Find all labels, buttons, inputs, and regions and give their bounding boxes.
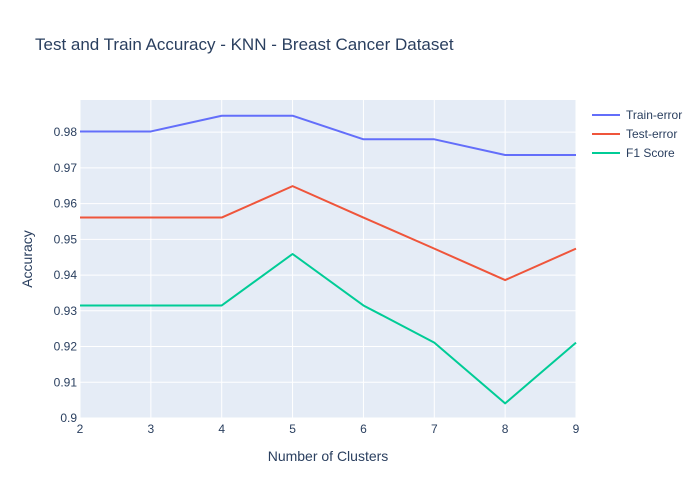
y-tick-label: 0.98 bbox=[54, 125, 78, 139]
x-tick-label: 7 bbox=[431, 422, 438, 436]
series-line-train-error bbox=[80, 114, 576, 157]
chart-title: Test and Train Accuracy - KNN - Breast C… bbox=[35, 35, 454, 54]
x-tick-label: 6 bbox=[360, 422, 367, 436]
legend-label-test-error: Test-error bbox=[626, 127, 677, 141]
legend: Train-error Test-error F1 Score bbox=[592, 108, 682, 160]
y-tick-label: 0.92 bbox=[54, 340, 78, 354]
y-tick-label: 0.9 bbox=[60, 411, 77, 425]
x-tick-label: 9 bbox=[573, 422, 580, 436]
y-tick-label: 0.93 bbox=[54, 304, 78, 318]
legend-label-train-error: Train-error bbox=[626, 108, 682, 122]
x-tick-label: 8 bbox=[502, 422, 509, 436]
y-tick-label: 0.96 bbox=[54, 197, 78, 211]
y-tick-label: 0.95 bbox=[54, 232, 78, 246]
series-lines bbox=[80, 114, 577, 405]
x-tick-labels: 2 3 4 5 6 7 8 9 bbox=[77, 422, 580, 436]
y-axis-title: Accuracy bbox=[19, 230, 35, 288]
x-tick-label: 2 bbox=[77, 422, 84, 436]
x-tick-label: 3 bbox=[148, 422, 155, 436]
x-axis-title: Number of Clusters bbox=[268, 448, 389, 464]
y-tick-label: 0.97 bbox=[54, 161, 78, 175]
y-tick-label: 0.94 bbox=[54, 268, 78, 282]
y-tick-labels: 0.9 0.91 0.92 0.93 0.94 0.95 0.96 0.97 0.98 bbox=[54, 125, 78, 425]
x-tick-label: 5 bbox=[289, 422, 296, 436]
legend-label-f1-score: F1 Score bbox=[626, 146, 675, 160]
y-tick-label: 0.91 bbox=[54, 375, 78, 389]
series-line-f1-score bbox=[80, 252, 577, 405]
x-tick-label: 4 bbox=[218, 422, 225, 436]
plot-area bbox=[80, 100, 576, 418]
series-line-test-error bbox=[80, 185, 577, 282]
